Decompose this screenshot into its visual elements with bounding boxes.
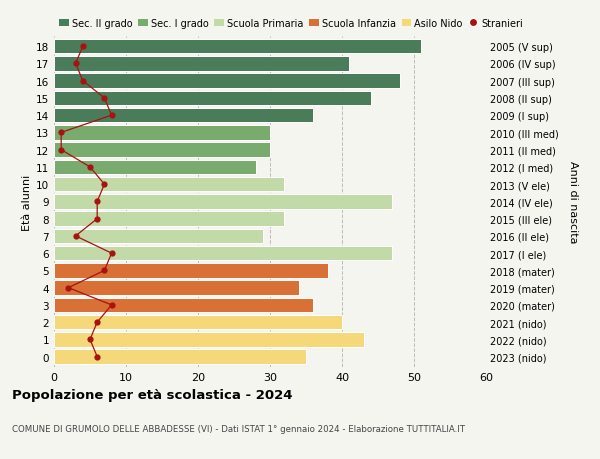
Bar xyxy=(54,74,400,89)
Y-axis label: Anni di nascita: Anni di nascita xyxy=(568,161,578,243)
Bar xyxy=(54,160,256,175)
Text: Popolazione per età scolastica - 2024: Popolazione per età scolastica - 2024 xyxy=(12,388,293,401)
Bar xyxy=(54,246,392,261)
Bar xyxy=(54,350,306,364)
Bar xyxy=(54,143,270,157)
Bar xyxy=(54,91,371,106)
Bar xyxy=(54,212,284,226)
Bar xyxy=(54,109,313,123)
Bar xyxy=(54,40,421,54)
Legend: Sec. II grado, Sec. I grado, Scuola Primaria, Scuola Infanzia, Asilo Nido, Stran: Sec. II grado, Sec. I grado, Scuola Prim… xyxy=(59,18,523,28)
Bar xyxy=(54,195,392,209)
Bar xyxy=(54,298,313,313)
Bar xyxy=(54,263,328,278)
Bar xyxy=(54,332,364,347)
Bar xyxy=(54,126,270,140)
Text: COMUNE DI GRUMOLO DELLE ABBADESSE (VI) - Dati ISTAT 1° gennaio 2024 - Elaborazio: COMUNE DI GRUMOLO DELLE ABBADESSE (VI) -… xyxy=(12,425,465,434)
Bar xyxy=(54,178,284,192)
Y-axis label: Età alunni: Età alunni xyxy=(22,174,32,230)
Bar xyxy=(54,315,342,330)
Bar xyxy=(54,57,349,72)
Bar xyxy=(54,281,299,295)
Bar xyxy=(54,229,263,244)
